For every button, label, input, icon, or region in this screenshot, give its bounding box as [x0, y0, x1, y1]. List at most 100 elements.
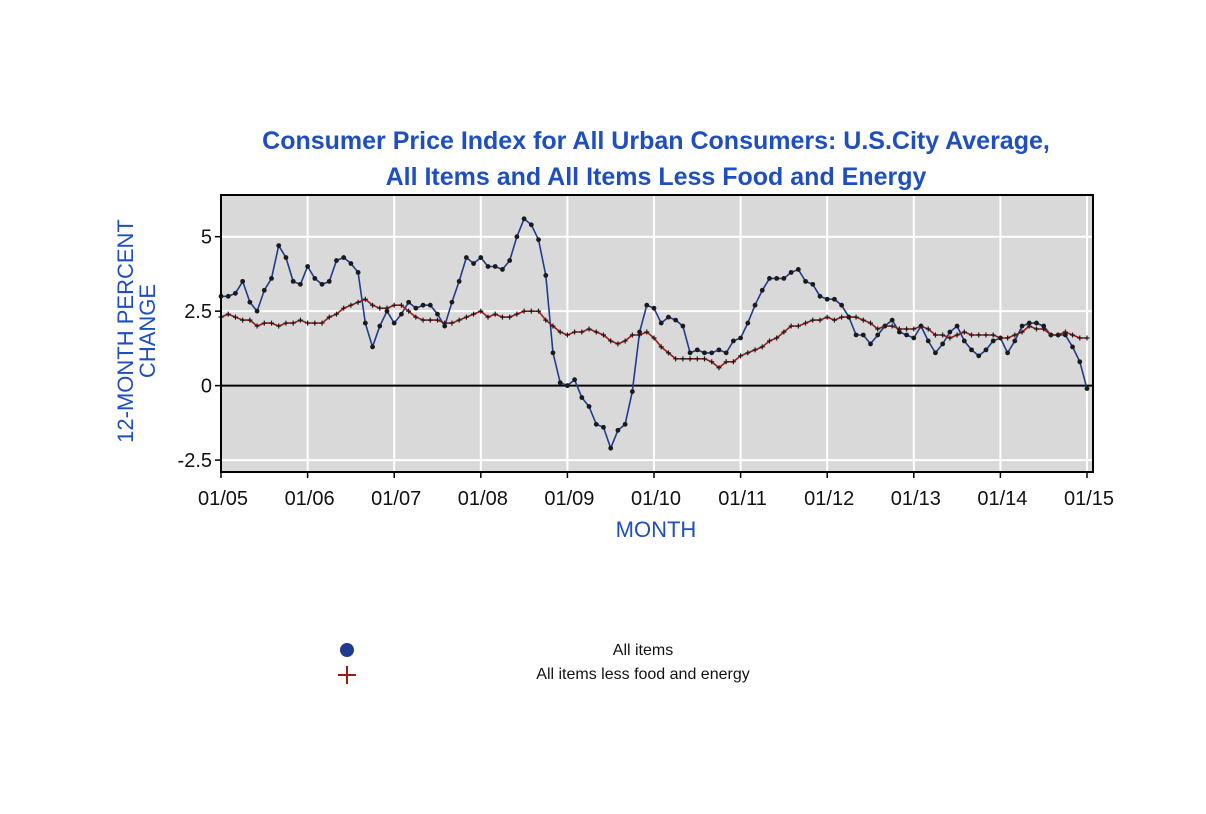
data-point-all-items: [868, 341, 873, 347]
data-point-all-items: [269, 275, 274, 281]
data-point-all-items: [673, 317, 679, 323]
data-point-all-items: [557, 380, 563, 386]
data-point-core: [261, 320, 267, 326]
data-point-core: [651, 335, 657, 341]
data-point-all-items: [319, 281, 325, 287]
data-point-core: [976, 332, 982, 338]
legend-marker-all-items: [340, 643, 354, 657]
data-point-all-items: [759, 287, 765, 293]
data-point-all-items: [925, 338, 931, 344]
data-point-core: [629, 332, 635, 338]
data-point-all-items: [420, 302, 426, 308]
x-tick-label: 01/13: [891, 488, 941, 510]
data-point-all-items: [976, 353, 982, 359]
data-point-core: [492, 311, 498, 317]
data-point-all-items: [709, 350, 715, 356]
data-point-all-items: [348, 261, 354, 266]
data-point-core: [694, 356, 700, 362]
data-point-core: [673, 356, 679, 362]
data-point-core: [478, 308, 484, 314]
data-point-all-items: [355, 270, 361, 275]
y-tick-label: 5: [201, 227, 212, 249]
legend: All items All items less food and energy: [338, 642, 750, 684]
data-point-all-items: [644, 302, 650, 308]
data-point-core: [362, 296, 368, 302]
data-point-all-items: [413, 305, 419, 311]
x-tick-label: 01/08: [458, 488, 508, 510]
data-point-all-items: [297, 281, 303, 287]
data-point-all-items: [824, 296, 830, 302]
data-point-core: [1005, 335, 1011, 341]
data-point-core: [370, 302, 376, 308]
data-point-all-items: [990, 338, 996, 344]
data-point-all-items: [1005, 350, 1011, 356]
data-point-core: [759, 344, 765, 350]
data-point-all-items: [463, 255, 469, 260]
data-point-core: [507, 314, 513, 320]
data-point-core: [904, 326, 910, 332]
data-point-core: [896, 326, 902, 332]
data-point-core: [940, 332, 946, 338]
data-point-core: [514, 311, 520, 317]
chart-title-line1: Consumer Price Index for All Urban Consu…: [262, 127, 1050, 155]
data-point-core: [781, 329, 787, 335]
data-point-core: [435, 317, 440, 323]
data-point-all-items: [803, 278, 808, 284]
data-point-core: [377, 305, 383, 311]
data-point-all-items: [442, 323, 448, 329]
data-point-all-items: [615, 427, 621, 433]
data-point-core: [528, 308, 534, 314]
data-point-all-items: [276, 243, 282, 249]
plot-border: [220, 194, 1094, 473]
data-point-all-items: [658, 320, 664, 326]
data-point-core: [608, 338, 614, 344]
data-point-all-items: [1041, 323, 1047, 329]
data-point-all-items: [810, 281, 816, 287]
data-point-core: [326, 314, 332, 320]
data-point-core: [774, 335, 780, 341]
data-point-all-items: [622, 421, 628, 427]
data-point-core: [297, 317, 303, 323]
data-point-all-items: [702, 350, 707, 356]
data-point-all-items: [456, 278, 462, 284]
data-point-core: [283, 320, 289, 326]
x-tick-label: 01/10: [631, 488, 681, 510]
data-point-core: [348, 302, 354, 308]
data-point-all-items: [521, 216, 527, 222]
data-point-core: [485, 314, 491, 320]
data-point-core: [413, 314, 419, 320]
data-point-core: [333, 311, 339, 317]
data-point-all-items: [860, 332, 866, 338]
data-point-core: [341, 305, 347, 311]
y-tick-label: -2.5: [178, 450, 212, 472]
data-point-core: [839, 314, 845, 320]
data-point-core: [788, 323, 794, 329]
data-point-core: [593, 329, 599, 335]
data-point-core: [276, 323, 282, 329]
data-point-all-items: [326, 278, 332, 284]
y-tick-label: 0: [201, 376, 212, 398]
data-point-core: [521, 308, 527, 314]
data-point-core: [810, 317, 816, 323]
data-point-all-items: [572, 377, 578, 383]
data-point-core: [716, 365, 722, 371]
data-point-all-items: [283, 255, 289, 260]
data-point-all-items: [1026, 320, 1032, 326]
data-point-all-items: [601, 424, 606, 430]
data-point-core: [831, 317, 837, 323]
data-point-all-items: [550, 350, 556, 356]
data-point-all-items: [593, 421, 599, 427]
x-tick-label: 01/11: [718, 488, 767, 510]
data-point-core: [499, 314, 505, 320]
data-point-core: [254, 323, 260, 329]
data-point-core: [1084, 335, 1090, 341]
data-point-all-items: [1062, 332, 1068, 338]
data-point-all-items: [334, 258, 339, 263]
data-point-all-items: [261, 287, 267, 293]
x-tick-label: 01/06: [285, 488, 335, 510]
data-point-all-items: [449, 299, 455, 305]
data-point-core: [420, 317, 426, 323]
data-point-core: [853, 314, 859, 320]
data-point-core: [225, 311, 231, 317]
